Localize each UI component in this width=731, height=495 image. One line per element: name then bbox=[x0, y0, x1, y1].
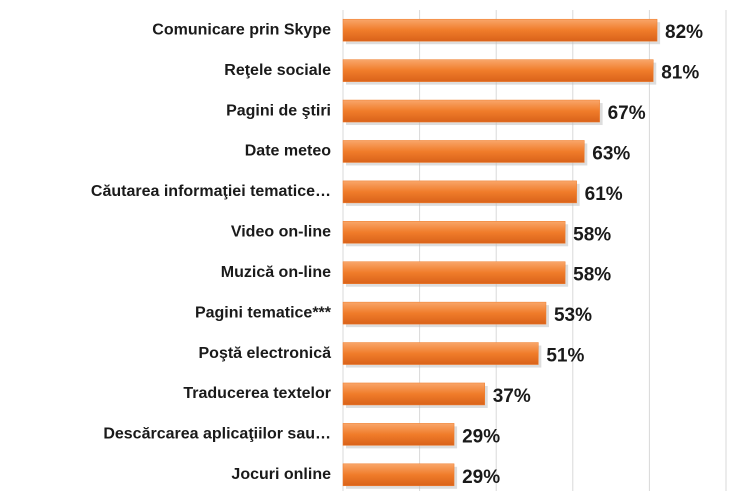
value-label: 58% bbox=[573, 265, 611, 286]
value-label: 67% bbox=[608, 103, 646, 124]
value-label: 29% bbox=[462, 467, 500, 488]
value-label: 81% bbox=[661, 63, 699, 84]
y-tick-label: Reţele sociale bbox=[224, 62, 331, 79]
y-tick-label: Jocuri online bbox=[231, 466, 331, 483]
value-label: 82% bbox=[665, 22, 703, 43]
bar bbox=[342, 342, 539, 365]
y-tick-label: Căutarea informaţiei tematice… bbox=[91, 183, 331, 200]
bar bbox=[342, 59, 654, 82]
bar bbox=[342, 301, 547, 325]
y-tick-label: Muzică on-line bbox=[221, 264, 331, 281]
y-tick-label: Pagini tematice*** bbox=[195, 304, 332, 321]
bar bbox=[342, 180, 577, 204]
value-label: 29% bbox=[462, 426, 500, 447]
bar bbox=[342, 140, 585, 163]
bar bbox=[342, 221, 566, 244]
y-tick-label: Poştă electronică bbox=[199, 345, 332, 362]
y-tick-label: Pagini de ştiri bbox=[226, 102, 331, 119]
y-tick-label: Descărcarea aplicaţiilor sau… bbox=[103, 426, 331, 443]
bar bbox=[342, 382, 485, 406]
bar bbox=[342, 261, 566, 284]
bar bbox=[342, 463, 455, 487]
y-tick-label: Video on-line bbox=[231, 224, 331, 241]
bar bbox=[342, 18, 658, 42]
value-label: 58% bbox=[573, 224, 611, 245]
value-label: 61% bbox=[585, 184, 623, 205]
value-label: 37% bbox=[493, 386, 531, 407]
y-tick-label: Comunicare prin Skype bbox=[152, 21, 331, 38]
y-tick-label: Traducerea textelor bbox=[183, 385, 331, 402]
bar bbox=[342, 423, 455, 446]
value-label: 51% bbox=[546, 346, 584, 367]
bar bbox=[342, 99, 600, 123]
value-label: 63% bbox=[592, 143, 630, 164]
value-label: 53% bbox=[554, 305, 592, 326]
y-tick-label: Date meteo bbox=[245, 143, 331, 160]
